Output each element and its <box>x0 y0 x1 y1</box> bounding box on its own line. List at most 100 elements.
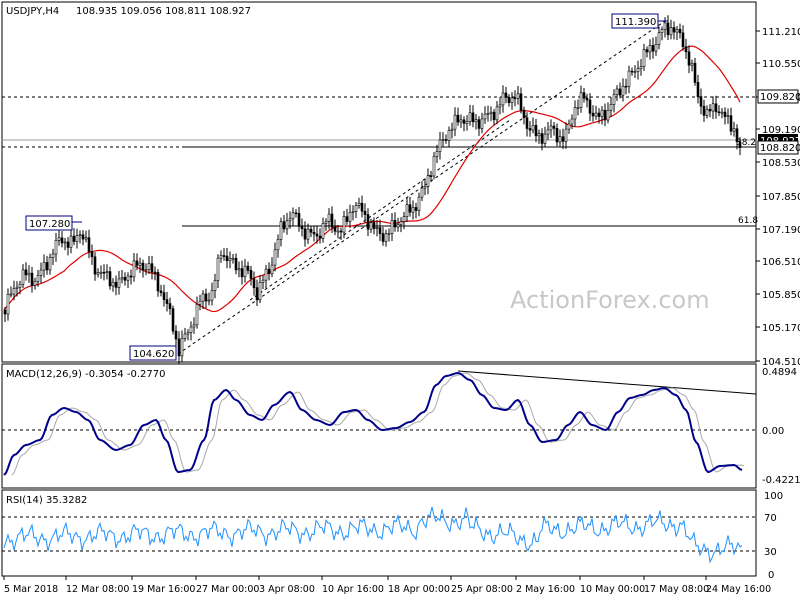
time-axis-label: 3 Apr 08:00 <box>259 584 315 595</box>
rsi-label: RSI(14) 35.3282 <box>6 495 87 506</box>
candle-body <box>114 281 118 288</box>
candle-body <box>441 139 445 141</box>
candle-body <box>240 268 244 278</box>
candle-body <box>729 115 733 132</box>
candle-body <box>246 265 250 271</box>
candle-body <box>264 268 268 281</box>
candle-body <box>417 196 421 211</box>
candle-body <box>648 45 652 53</box>
candle-body <box>201 293 205 302</box>
candle-body <box>582 92 586 99</box>
candle-body <box>132 260 136 278</box>
candle-body <box>402 216 406 222</box>
candle-body <box>117 278 121 288</box>
candle-body <box>306 228 310 240</box>
candle-body <box>165 299 169 304</box>
candle-body <box>291 212 295 220</box>
candle-body <box>411 207 415 213</box>
candle-body <box>90 251 94 258</box>
candle-body <box>612 94 616 105</box>
candle-body <box>570 118 574 125</box>
candle-body <box>237 268 241 271</box>
candle-body <box>42 262 46 271</box>
candle-body <box>705 108 709 116</box>
candle-body <box>210 290 214 301</box>
candle-body <box>714 103 718 113</box>
rsi-axis-100: 100 <box>764 491 783 502</box>
candle-body <box>663 22 667 30</box>
candle-body <box>687 51 691 66</box>
candle-body <box>456 114 460 123</box>
candle-body <box>135 260 139 266</box>
candle-body <box>486 113 490 115</box>
candle-body <box>339 230 343 233</box>
candle-group <box>3 15 742 364</box>
candle-body <box>219 255 223 259</box>
candle-body <box>78 234 82 237</box>
candle-body <box>360 202 364 212</box>
macd-axis-top: 0.4894 <box>762 367 797 378</box>
price-axis-label: 104.510 <box>762 357 800 368</box>
candle-body <box>24 269 28 276</box>
candle-body <box>207 299 211 302</box>
candle-body <box>327 213 331 222</box>
candle-body <box>483 113 487 120</box>
candle-body <box>459 119 463 123</box>
candle-body <box>576 107 580 109</box>
candle-body <box>540 133 544 144</box>
candle-body <box>405 204 409 217</box>
candle-body <box>375 227 379 229</box>
candle-body <box>627 70 631 87</box>
trend-line-mid <box>249 119 511 301</box>
candle-body <box>387 233 391 235</box>
candle-body <box>216 257 220 281</box>
candle-body <box>432 156 436 177</box>
macd-divergence-line <box>457 370 757 395</box>
candle-body <box>738 141 742 148</box>
candle-body <box>579 92 583 108</box>
candle-body <box>654 44 658 52</box>
candle-body <box>684 46 688 53</box>
candle-body <box>501 92 505 106</box>
macd-label: MACD(12,26,9) -0.3054 -0.2770 <box>6 369 166 380</box>
time-axis: 5 Mar 2018 12 Mar 08:00 19 Mar 16:00 27 Mar… <box>3 576 771 595</box>
price-axis-label: 105.850 <box>762 290 800 301</box>
candle-body <box>549 125 553 131</box>
candle-body <box>369 222 373 230</box>
candle-body <box>315 233 319 237</box>
candle-body <box>678 28 682 34</box>
candle-body <box>366 214 370 230</box>
candle-body <box>609 104 613 111</box>
candle-body <box>351 211 355 213</box>
candle-body <box>96 272 100 275</box>
candle-body <box>231 257 235 260</box>
candle-body <box>468 112 472 122</box>
candle-body <box>81 234 85 240</box>
candle-body <box>399 221 403 225</box>
candle-body <box>624 85 628 88</box>
candle-body <box>123 277 127 281</box>
candle-body <box>270 264 274 275</box>
candle-body <box>330 213 334 228</box>
candle-body <box>162 292 166 300</box>
time-axis-label: 2 May 16:00 <box>516 584 575 595</box>
candle-body <box>558 136 562 143</box>
candle-body <box>72 235 76 242</box>
macd-pane-frame <box>1 363 757 489</box>
candle-body <box>378 227 382 234</box>
candle-body <box>363 210 367 215</box>
candle-body <box>297 213 301 227</box>
candle-body <box>258 282 262 301</box>
candle-body <box>126 275 130 281</box>
macd-signal-line <box>11 372 745 476</box>
candle-body <box>591 112 595 117</box>
candle-body <box>672 27 676 33</box>
candle-body <box>639 66 643 69</box>
candle-body <box>192 324 196 328</box>
candle-body <box>285 220 289 230</box>
candle-body <box>492 111 496 121</box>
candle-body <box>6 293 10 315</box>
candle-body <box>252 278 256 288</box>
macd-axis-zero: 0.00 <box>762 426 784 437</box>
candle-body <box>495 106 499 121</box>
